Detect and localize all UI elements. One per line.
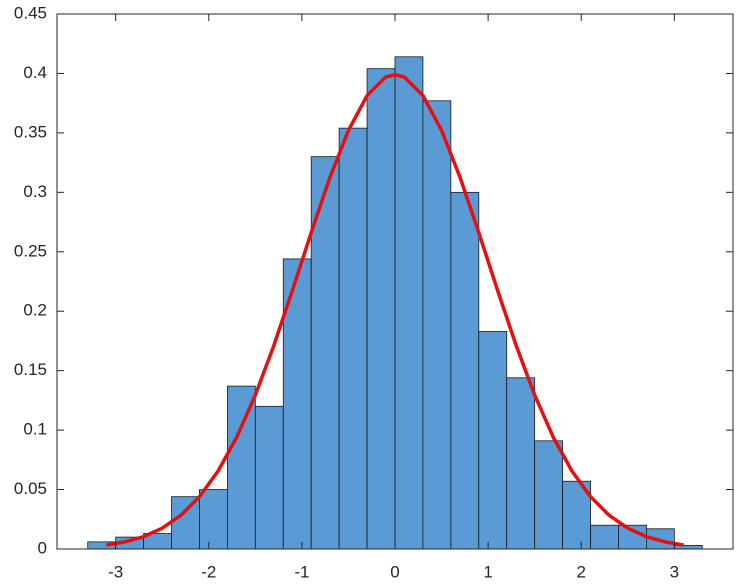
bar	[310, 156, 340, 550]
bar	[562, 480, 591, 550]
bar	[338, 127, 368, 550]
bar	[506, 377, 536, 550]
y-tick-label: 0.2	[23, 301, 47, 320]
x-tick-label: 0	[390, 562, 399, 581]
bar	[254, 405, 284, 550]
y-tick-label: 0.45	[14, 3, 47, 22]
x-tick-label: 2	[576, 562, 585, 581]
bar	[171, 496, 200, 550]
bar	[534, 440, 564, 550]
y-tick-label: 0	[38, 538, 47, 557]
x-tick-label: -1	[294, 562, 309, 581]
x-tick-label: 1	[483, 562, 492, 581]
bar	[478, 331, 508, 550]
x-tick-label: -2	[201, 562, 216, 581]
bar	[366, 68, 396, 550]
y-tick-label: 0.3	[23, 182, 47, 201]
bar	[450, 191, 480, 550]
y-tick-label: 0.05	[14, 479, 47, 498]
y-tick-label: 0.15	[14, 360, 47, 379]
x-tick-label: 3	[670, 562, 679, 581]
bar	[422, 100, 452, 550]
x-tick-label: -3	[108, 562, 123, 581]
bar	[590, 524, 619, 550]
y-tick-label: 0.35	[14, 122, 47, 141]
bar	[199, 489, 228, 550]
y-tick-label: 0.1	[23, 420, 47, 439]
bar	[226, 385, 256, 550]
y-tick-label: 0.25	[14, 241, 47, 260]
bar	[394, 56, 424, 550]
y-tick-label: 0.4	[23, 63, 47, 82]
fit-curve	[106, 73, 684, 547]
